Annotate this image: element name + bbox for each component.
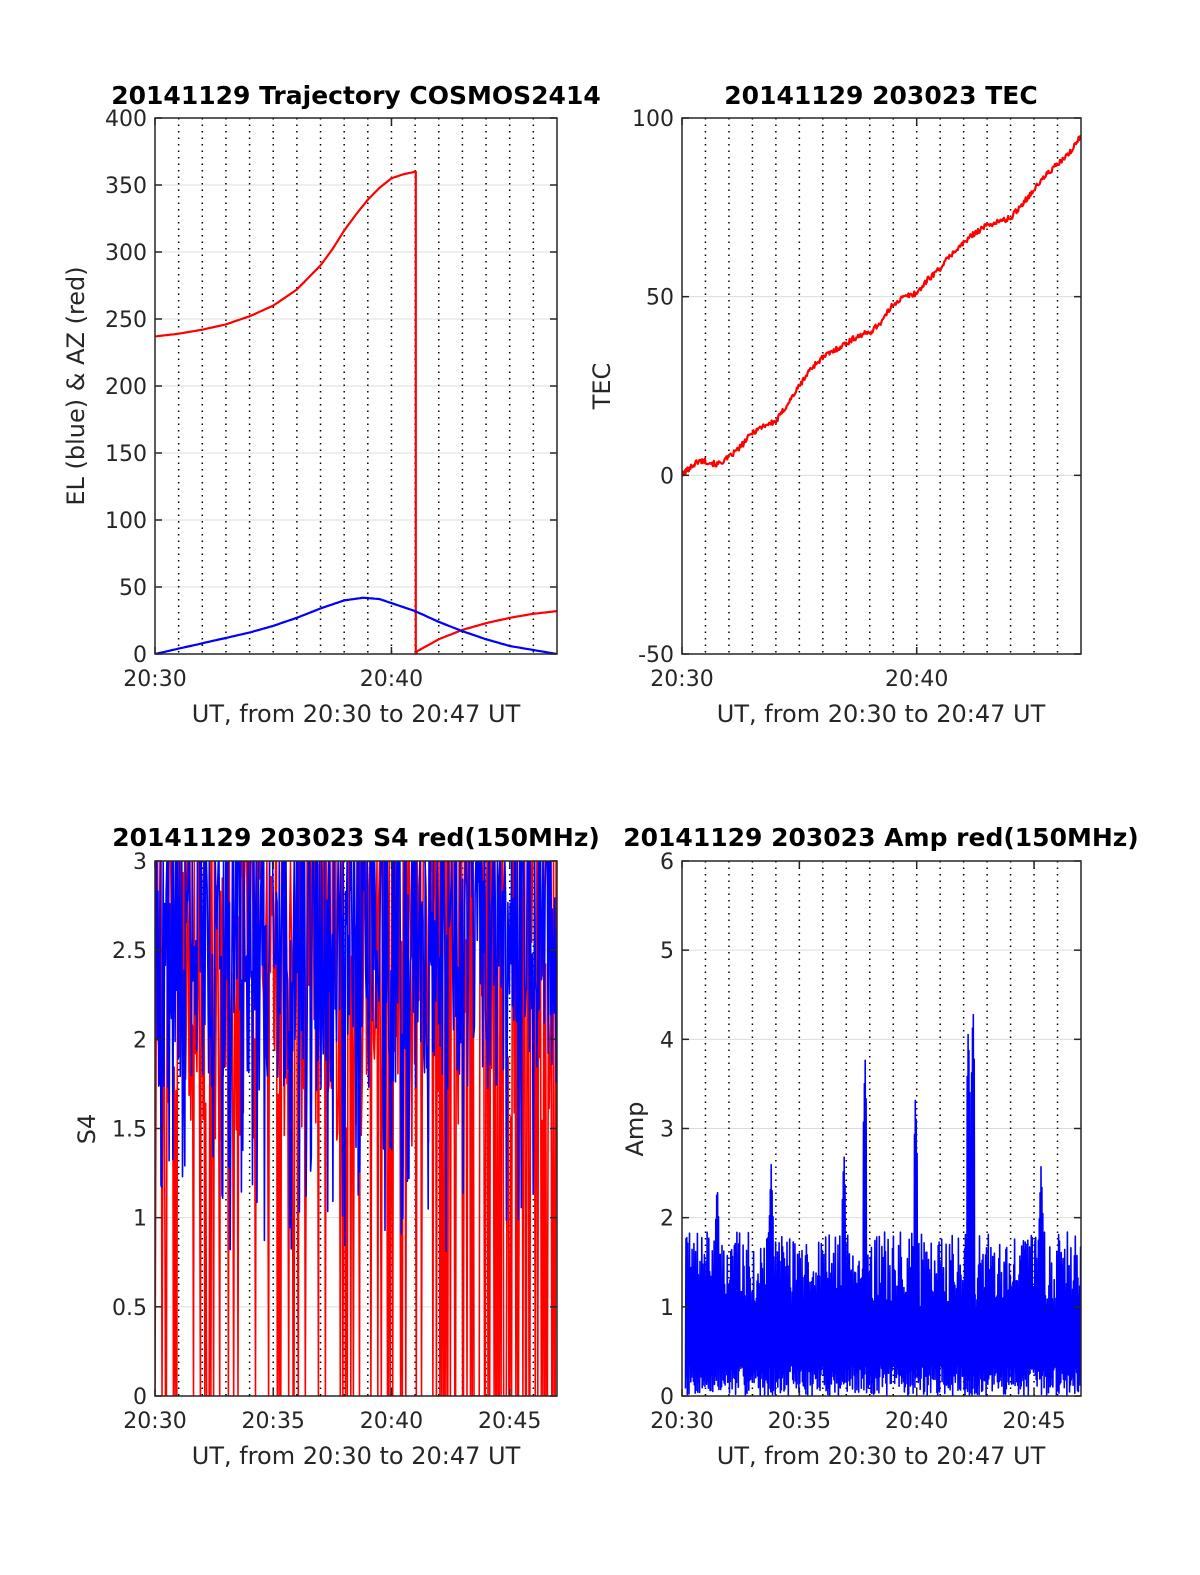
tec-ytick-label: 0 <box>660 464 674 489</box>
amp-ytick-label: 1 <box>660 1296 674 1321</box>
tec-plot-frame <box>681 117 1082 655</box>
amp-xtick-label: 20:30 <box>650 1409 713 1434</box>
s4-data-layer <box>155 861 557 1396</box>
s4-chart: 20141129 203023 S4 red(150MHz) UT, from … <box>73 823 600 1470</box>
s4-ytick-label: 1 <box>133 1207 147 1232</box>
amp-xtick-label: 20:35 <box>768 1409 831 1434</box>
tec-ytick-label: -50 <box>638 643 674 668</box>
trajectory-chart-ylabel: EL (blue) & AZ (red) <box>62 266 90 505</box>
traj-ytick-label: 50 <box>119 576 147 601</box>
amp-ytick-label: 6 <box>660 850 674 875</box>
traj-ytick-label: 250 <box>105 308 147 333</box>
amp-ytick-label: 0 <box>660 1385 674 1410</box>
amp-data-layer <box>684 1013 1081 1396</box>
traj-series-1-line <box>155 596 557 654</box>
s4-ytick-label: 2 <box>133 1028 147 1053</box>
s4-ytick-label: 3 <box>133 850 147 875</box>
tec-xtick-label: 20:30 <box>650 667 713 692</box>
traj-ytick-label: 300 <box>105 241 147 266</box>
amp-ytick-label: 2 <box>660 1207 674 1232</box>
traj-ytick-label: 0 <box>133 643 147 668</box>
traj-xtick-label: 20:30 <box>123 667 186 692</box>
s4-ytick-label: 1.5 <box>112 1118 147 1143</box>
tec-chart-xlabel: UT, from 20:30 to 20:47 UT <box>717 700 1046 728</box>
s4-xtick-label: 20:30 <box>123 1409 186 1434</box>
trajectory-chart-title: 20141129 Trajectory COSMOS2414 <box>111 81 601 110</box>
amp-ytick-label: 3 <box>660 1118 674 1143</box>
amp-series-0-line <box>684 1013 1081 1396</box>
s4-chart-xlabel: UT, from 20:30 to 20:47 UT <box>192 1442 521 1470</box>
amp-xtick-label: 20:40 <box>885 1409 948 1434</box>
traj-xtick-label: 20:40 <box>360 667 423 692</box>
tec-chart-ylabel: TEC <box>588 363 616 411</box>
s4-ytick-label: 2.5 <box>112 939 147 964</box>
s4-xtick-label: 20:45 <box>478 1409 541 1434</box>
traj-ytick-label: 350 <box>105 174 147 199</box>
tec-ytick-label: 100 <box>632 107 674 132</box>
traj-series-0-line <box>155 170 557 654</box>
traj-data-layer <box>155 170 557 654</box>
traj-ytick-label: 150 <box>105 442 147 467</box>
s4-chart-title: 20141129 203023 S4 red(150MHz) <box>112 823 600 852</box>
s4-chart-ylabel: S4 <box>73 1114 101 1145</box>
traj-ytick-label: 400 <box>105 107 147 132</box>
tec-chart: 20141129 203023 TEC UT, from 20:30 to 20… <box>588 81 1082 728</box>
s4-xtick-label: 20:35 <box>242 1409 305 1434</box>
amp-chart: 20141129 203023 Amp red(150MHz) UT, from… <box>621 823 1139 1470</box>
tec-chart-title: 20141129 203023 TEC <box>724 81 1037 110</box>
amp-ytick-label: 4 <box>660 1028 674 1053</box>
trajectory-chart-xlabel: UT, from 20:30 to 20:47 UT <box>192 700 521 728</box>
amp-chart-xlabel: UT, from 20:30 to 20:47 UT <box>717 1442 1046 1470</box>
tec-series-0-line <box>682 134 1081 477</box>
s4-xtick-label: 20:40 <box>360 1409 423 1434</box>
s4-ytick-label: 0.5 <box>112 1296 147 1321</box>
amp-ytick-label: 5 <box>660 939 674 964</box>
s4-ytick-label: 0 <box>133 1385 147 1410</box>
amp-chart-title: 20141129 203023 Amp red(150MHz) <box>623 823 1139 852</box>
s4-series-1-line <box>155 861 557 1253</box>
tec-data-layer <box>682 134 1081 477</box>
amp-chart-ylabel: Amp <box>621 1101 649 1156</box>
tec-xtick-label: 20:40 <box>885 667 948 692</box>
amp-xtick-label: 20:45 <box>1002 1409 1065 1434</box>
traj-ytick-label: 200 <box>105 375 147 400</box>
tec-ytick-label: 50 <box>646 286 674 311</box>
traj-ytick-label: 100 <box>105 509 147 534</box>
trajectory-chart: 20141129 Trajectory COSMOS2414 UT, from … <box>62 81 601 728</box>
